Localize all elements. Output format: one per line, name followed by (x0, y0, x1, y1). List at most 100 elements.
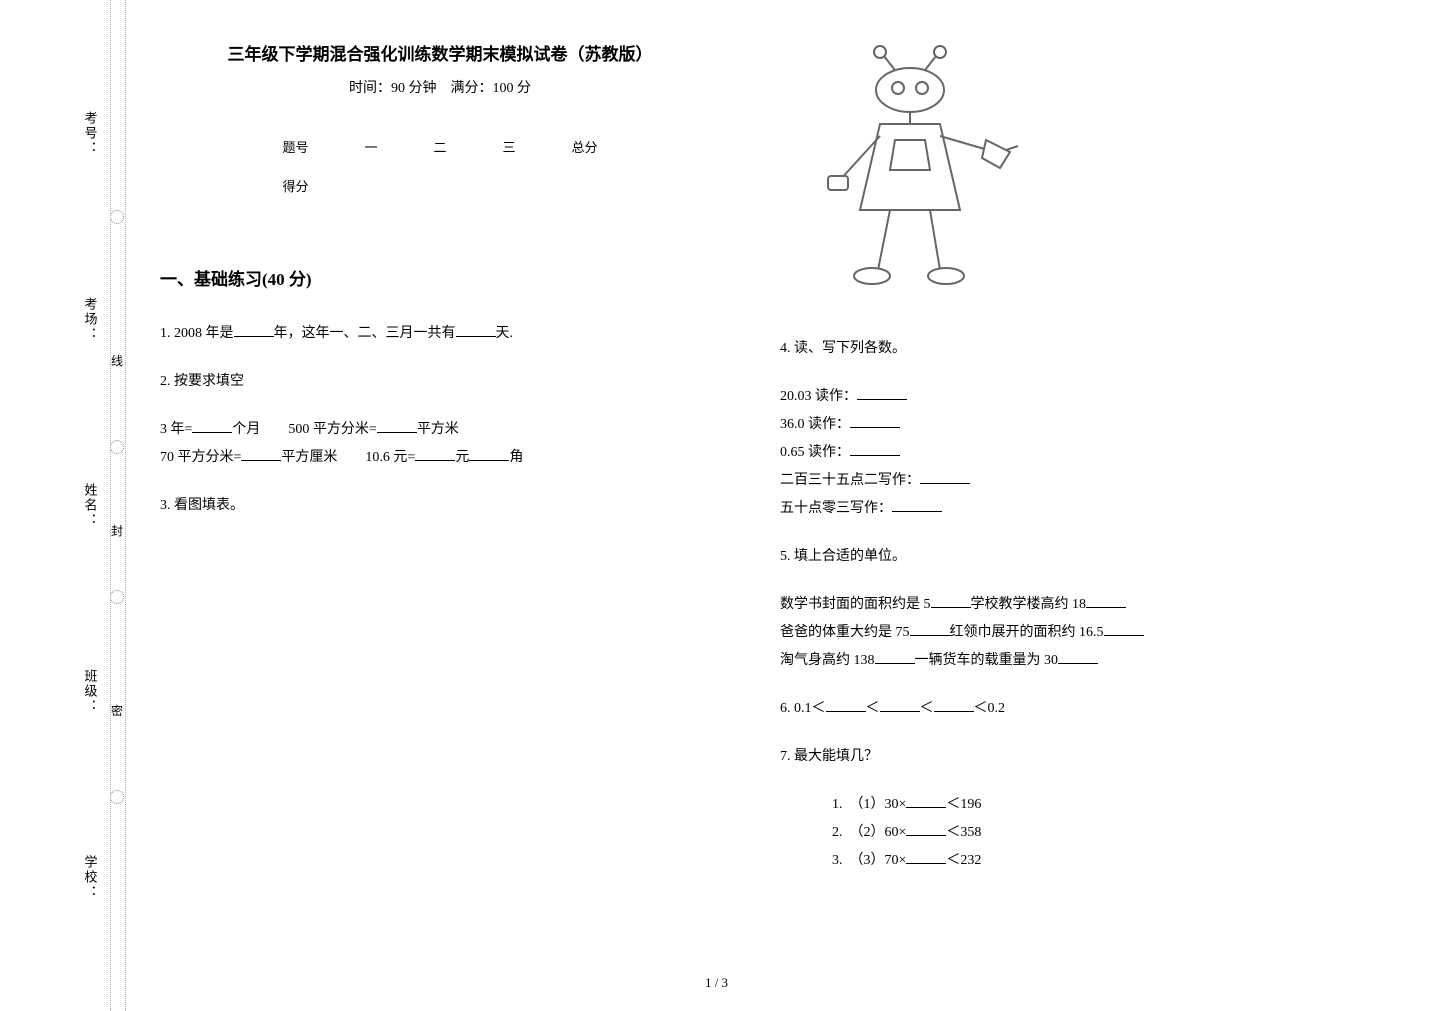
q7-e2: （2）60× (850, 825, 907, 840)
dotted-line-left (110, 0, 111, 1011)
q2-l2a: 70 平方分米= (160, 450, 241, 465)
blank (415, 447, 455, 461)
th-total: 总分 (544, 127, 626, 166)
q4-l2: 36.0 读作： (780, 417, 850, 432)
th-label: 题号 (254, 127, 336, 166)
th-2: 二 (405, 127, 474, 166)
blank (469, 447, 509, 461)
binding-char-mi: 密 (111, 700, 123, 721)
q1-mid: 年，这年一、二、三月一共有 (274, 326, 456, 341)
binding-circle (110, 210, 124, 224)
blank (241, 447, 281, 461)
left-column: 三年级下学期混合强化训练数学期末模拟试卷（苏教版） 时间：90 分钟 满分：10… (160, 40, 720, 895)
score-table: 题号 一 二 三 总分 得分 (254, 127, 625, 205)
exam-title: 三年级下学期混合强化训练数学期末模拟试卷（苏教版） (160, 40, 720, 65)
td-empty (475, 166, 544, 205)
blank (456, 323, 496, 337)
question-5: 5. 填上合适的单位。 (780, 543, 1340, 571)
td-score-label: 得分 (254, 166, 336, 205)
page-number: 1 / 3 (705, 975, 728, 991)
q7-e3: （3）70× (850, 853, 907, 868)
q2-l1c: 500 平方分米= (288, 422, 376, 437)
q6-prefix: 6. 0.1＜ (780, 701, 826, 716)
blank (234, 323, 274, 337)
blank (857, 386, 907, 400)
q6-suffix: ＜0.2 (974, 701, 1006, 716)
question-4-lines: 20.03 读作： 36.0 读作： 0.65 读作： 二百三十五点二写作： 五… (780, 383, 1340, 523)
blank (1058, 650, 1098, 664)
blank (906, 794, 946, 808)
q2-l1b: 个月 (232, 422, 260, 437)
binding-char-feng: 封 (111, 520, 123, 541)
q2-l1a: 3 年= (160, 422, 192, 437)
blank (850, 442, 900, 456)
q7-e1: （1）30× (850, 797, 907, 812)
q7-n3: 3. (832, 853, 843, 868)
td-empty (544, 166, 626, 205)
blank (1104, 622, 1144, 636)
question-3: 3. 看图填表。 (160, 492, 720, 520)
q2-l2e: 角 (509, 450, 523, 465)
q5-l1a: 数学书封面的面积约是 5 (780, 597, 931, 612)
right-column: 4. 读、写下列各数。 20.03 读作： 36.0 读作： 0.65 读作： … (780, 40, 1340, 895)
blank (920, 470, 970, 484)
question-5-lines: 数学书封面的面积约是 5 学校教学楼高约 18 爸爸的体重大约是 75 红领巾展开的… (780, 591, 1340, 675)
question-7-items: 1. （1）30× ＜196 2. （2）60× ＜358 3. （3）70× ＜23… (780, 791, 1340, 875)
q4-l3: 0.65 读作： (780, 445, 850, 460)
blank (826, 698, 866, 712)
label-kaochang: 考场： (81, 297, 100, 342)
question-2-lines: 3 年=个月 500 平方分米=平方米 70 平方分米=平方厘米 10.6 元=… (160, 416, 720, 472)
td-empty (336, 166, 405, 205)
blank (192, 419, 232, 433)
label-kaohao: 考号： (81, 111, 100, 156)
content-area: 三年级下学期混合强化训练数学期末模拟试卷（苏教版） 时间：90 分钟 满分：10… (160, 40, 1400, 895)
exam-subtitle: 时间：90 分钟 满分：100 分 (160, 77, 720, 97)
q2-l2c: 10.6 元= (365, 450, 415, 465)
q5-l1b: 学校教学楼高约 18 (971, 597, 1087, 612)
blank (875, 650, 915, 664)
binding-char-xian: 线 (111, 350, 123, 371)
blank (377, 419, 417, 433)
q7-n2: 2. (832, 825, 843, 840)
question-7: 7. 最大能填几？ (780, 743, 1340, 771)
question-4: 4. 读、写下列各数。 (780, 335, 1340, 363)
binding-circle (110, 790, 124, 804)
q4-l4: 二百三十五点二写作： (780, 473, 920, 488)
q4-l5: 五十点零三写作： (780, 501, 892, 516)
q7-r3: ＜232 (946, 853, 981, 868)
q7-r2: ＜358 (946, 825, 981, 840)
td-empty (405, 166, 474, 205)
blank (1086, 594, 1126, 608)
label-xuexiao: 学校： (81, 855, 100, 900)
q1-suffix: 天. (496, 326, 514, 341)
question-2: 2. 按要求填空 (160, 368, 720, 396)
label-xingming: 姓名： (81, 483, 100, 528)
binding-circle (110, 590, 124, 604)
q5-l3b: 一辆货车的载重量为 30 (915, 653, 1059, 668)
blank (906, 822, 946, 836)
blank (892, 498, 942, 512)
section-1-heading: 一、基础练习(40 分) (160, 265, 720, 290)
q1-prefix: 1. 2008 年是 (160, 326, 234, 341)
q2-l2b: 平方厘米 (281, 450, 337, 465)
q2-l2d: 元 (455, 450, 469, 465)
blank (934, 698, 974, 712)
q7-n1: 1. (832, 797, 843, 812)
q5-l3a: 淘气身高约 138 (780, 653, 875, 668)
blank (880, 698, 920, 712)
q7-r1: ＜196 (946, 797, 981, 812)
dotted-line-right (125, 0, 126, 1011)
question-6: 6. 0.1＜＜＜＜0.2 (780, 695, 1340, 723)
binding-circle (110, 440, 124, 454)
blank (931, 594, 971, 608)
robot-icon (810, 40, 1030, 300)
blank (850, 414, 900, 428)
q4-l1: 20.03 读作： (780, 389, 857, 404)
binding-strip: 考号： 考场： 姓名： 班级： 学校： (60, 0, 120, 1011)
blank (906, 850, 946, 864)
question-1: 1. 2008 年是 年，这年一、二、三月一共有 天. (160, 320, 720, 348)
q5-l2b: 红领巾展开的面积约 16.5 (950, 625, 1104, 640)
q5-l2a: 爸爸的体重大约是 75 (780, 625, 910, 640)
th-3: 三 (475, 127, 544, 166)
th-1: 一 (336, 127, 405, 166)
